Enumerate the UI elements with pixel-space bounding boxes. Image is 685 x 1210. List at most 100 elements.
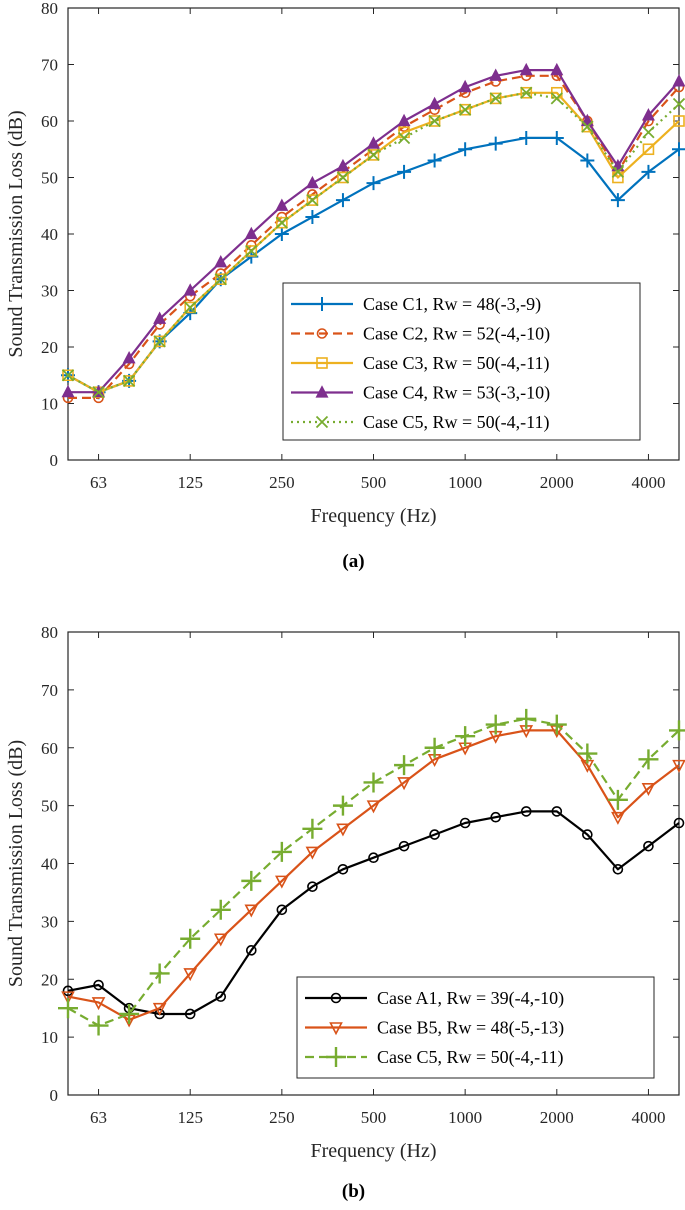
data-point	[152, 1002, 167, 1016]
data-point	[520, 86, 533, 99]
data-point	[519, 62, 533, 76]
y-tick-label: 10	[41, 1028, 58, 1047]
data-point	[61, 369, 75, 382]
legend-swatch-marker	[315, 297, 329, 311]
data-point	[424, 737, 445, 758]
data-point	[641, 164, 656, 179]
data-point	[337, 171, 349, 184]
data-point	[582, 829, 593, 840]
legend-swatch-marker	[326, 1047, 346, 1067]
data-point	[149, 963, 170, 984]
data-point	[428, 96, 442, 110]
data-point	[519, 130, 534, 145]
data-point	[184, 301, 197, 314]
data-point	[672, 74, 685, 87]
data-point	[394, 755, 415, 776]
data-point	[490, 811, 502, 823]
data-point	[459, 103, 472, 116]
data-point	[397, 164, 412, 179]
series-line	[68, 74, 680, 399]
data-point	[520, 806, 532, 817]
y-axis-label: Sound Transmission Loss (dB)	[5, 110, 27, 357]
data-point	[455, 726, 476, 747]
x-tick-label: 2000	[540, 473, 574, 492]
data-point	[429, 829, 440, 840]
chart-1: 0 10 20 30 40 50 60 70 80 63 125 250 500 1000 2000 4000…	[5, 0, 685, 572]
data-point	[459, 817, 471, 829]
y-tick-label: 50	[41, 797, 58, 816]
legend-swatch-marker	[329, 1022, 343, 1036]
data-point	[332, 795, 353, 816]
x-tick-label: 125	[177, 473, 203, 492]
data-point	[428, 115, 441, 127]
data-point	[154, 1008, 165, 1020]
legend-swatch-marker	[316, 328, 328, 339]
legend-label: Case C5, Rw = 50(-4,-11)	[377, 1047, 563, 1068]
data-point	[183, 968, 198, 982]
data-point	[245, 245, 258, 257]
data-point	[184, 1008, 196, 1020]
x-tick-label: 2000	[540, 1108, 574, 1127]
x-tick-label: 63	[90, 1108, 107, 1127]
y-tick-label: 50	[41, 169, 58, 188]
data-point	[546, 714, 567, 735]
x-tick-label: 500	[361, 473, 387, 492]
y-tick-label: 30	[41, 282, 58, 301]
y-tick-label: 70	[41, 56, 58, 75]
data-point	[488, 136, 503, 151]
data-point	[275, 198, 289, 211]
data-point	[642, 143, 655, 156]
data-point	[180, 928, 201, 949]
legend-swatch-marker	[316, 357, 328, 369]
x-tick-label: 63	[90, 473, 107, 492]
data-point	[214, 273, 227, 286]
data-point	[366, 176, 381, 191]
x-tick-label: 250	[269, 473, 295, 492]
data-point	[119, 1003, 140, 1024]
legend-label: Case C4, Rw = 53(-3,-10)	[363, 383, 550, 404]
data-point	[88, 1015, 109, 1036]
y-tick-label: 70	[41, 681, 58, 700]
series-line	[67, 717, 680, 1027]
x-tick-label: 4000	[631, 1108, 665, 1127]
data-point	[244, 226, 258, 240]
data-point	[610, 193, 625, 208]
data-point	[305, 846, 320, 860]
legend-label: Case C2, Rw = 52(-4,-10)	[363, 324, 550, 345]
data-point	[307, 881, 318, 892]
data-point	[61, 384, 75, 398]
x-tick-label: 1000	[448, 1108, 482, 1127]
data-point	[244, 904, 259, 918]
data-point	[245, 244, 258, 258]
data-point	[368, 852, 379, 864]
data-point	[641, 782, 656, 796]
data-point	[397, 113, 411, 127]
data-point	[577, 743, 598, 764]
data-point	[428, 114, 441, 128]
data-point	[550, 62, 564, 76]
y-tick-label: 20	[41, 970, 58, 989]
series-5	[61, 86, 685, 399]
data-point	[489, 92, 502, 105]
figure-caption: (a)	[342, 551, 364, 572]
x-axis-label: Frequency (Hz)	[310, 505, 436, 527]
data-point	[336, 823, 350, 837]
legend-label: Case A1, Rw = 39(-4,-10)	[377, 988, 564, 1009]
data-point	[551, 806, 563, 817]
series-line	[67, 810, 680, 1016]
data-point	[363, 772, 384, 793]
series-1	[62, 806, 685, 1020]
data-point	[485, 714, 506, 735]
data-point	[214, 254, 228, 268]
data-point	[672, 759, 685, 773]
y-tick-label: 0	[50, 451, 59, 470]
data-point	[246, 945, 257, 956]
data-point	[276, 904, 288, 916]
data-point	[397, 777, 411, 791]
data-point	[516, 708, 537, 729]
y-tick-label: 60	[41, 112, 58, 131]
data-point	[458, 142, 473, 157]
legend-box	[282, 282, 641, 441]
x-tick-label: 125	[177, 1108, 203, 1127]
